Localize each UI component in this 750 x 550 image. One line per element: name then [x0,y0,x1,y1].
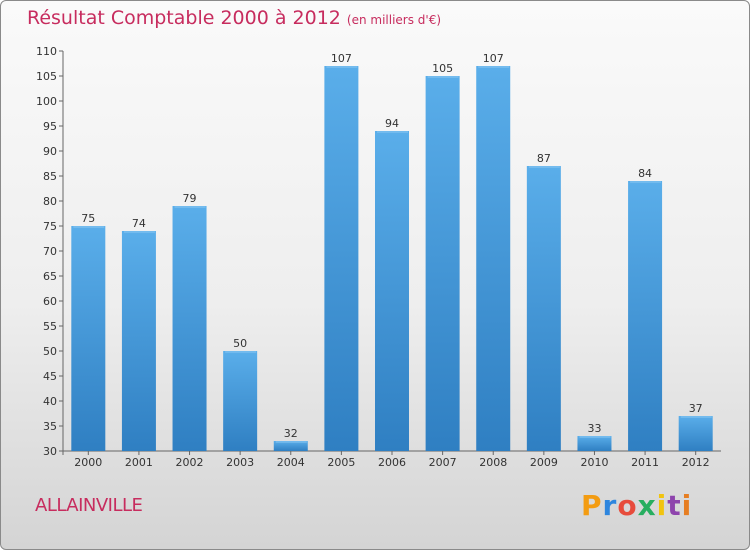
y-tick-label: 85 [43,170,57,183]
data-label: 105 [432,62,453,75]
y-tick-label: 50 [43,345,57,358]
bar [172,206,207,451]
data-label: 94 [385,117,399,130]
data-label: 33 [587,422,601,435]
bar [526,166,561,451]
y-tick-label: 80 [43,195,57,208]
y-tick-label: 105 [36,70,57,83]
x-tick-label: 2004 [277,456,305,469]
x-tick-label: 2008 [479,456,507,469]
data-label: 50 [233,337,247,350]
bar [71,226,106,451]
x-tick-label: 2005 [327,456,355,469]
bar [375,131,409,451]
x-tick-label: 2011 [631,456,659,469]
bar [121,231,156,451]
y-tick-label: 100 [36,95,57,108]
logo-letter: x [637,489,657,522]
y-tick-label: 90 [43,145,57,158]
x-tick-label: 2006 [378,456,406,469]
data-label: 87 [537,152,551,165]
x-tick-label: 2000 [74,456,102,469]
x-tick-label: 2002 [176,456,204,469]
y-tick-label: 60 [43,295,57,308]
y-tick-label: 65 [43,270,57,283]
data-label: 84 [638,167,652,180]
bar [678,416,713,451]
chart-units: (en milliers d'€) [346,13,442,27]
y-tick-label: 55 [43,320,57,333]
y-tick-label: 45 [43,370,57,383]
bar [628,181,663,451]
data-label: 107 [483,52,504,65]
y-tick-label: 70 [43,245,57,258]
bar [324,66,359,451]
x-tick-label: 2009 [530,456,558,469]
x-tick-label: 2001 [125,456,153,469]
bar [273,441,308,451]
data-label: 75 [81,212,95,225]
bar [476,66,511,451]
bar [223,351,258,451]
bar [577,436,612,451]
chart-labels: 75 74 79 50 32 107 94 105 107 87 33 84 37 [81,52,702,440]
logo-letter: t [667,489,682,522]
x-tick-label: 2012 [682,456,710,469]
commune-name: ALLAINVILLE [35,495,143,516]
proxiti-logo: Proxiti [581,489,692,522]
x-tick-label: 2007 [429,456,457,469]
logo-letter: P [581,489,603,522]
data-label: 74 [132,217,146,230]
bar-series [71,66,713,451]
y-tick-label: 30 [43,445,57,458]
logo-letter: i [681,489,693,522]
y-tick-label: 110 [36,45,57,58]
logo-letter: o [617,489,638,522]
data-label: 37 [689,402,703,415]
y-tick-label: 35 [43,420,57,433]
x-tick-label: 2003 [226,456,254,469]
data-label: 79 [183,192,197,205]
data-label: 107 [331,52,352,65]
data-label: 32 [284,427,298,440]
logo-letter: i [656,489,668,522]
y-tick-label: 40 [43,395,57,408]
chart-title-text: Résultat Comptable 2000 à 2012 [27,7,341,29]
y-tick-label: 95 [43,120,57,133]
bar [425,76,460,451]
x-tick-label: 2010 [580,456,608,469]
logo-letter: r [602,489,618,522]
chart-title: Résultat Comptable 2000 à 2012 (en millie… [27,7,441,29]
y-tick-label: 75 [43,220,57,233]
